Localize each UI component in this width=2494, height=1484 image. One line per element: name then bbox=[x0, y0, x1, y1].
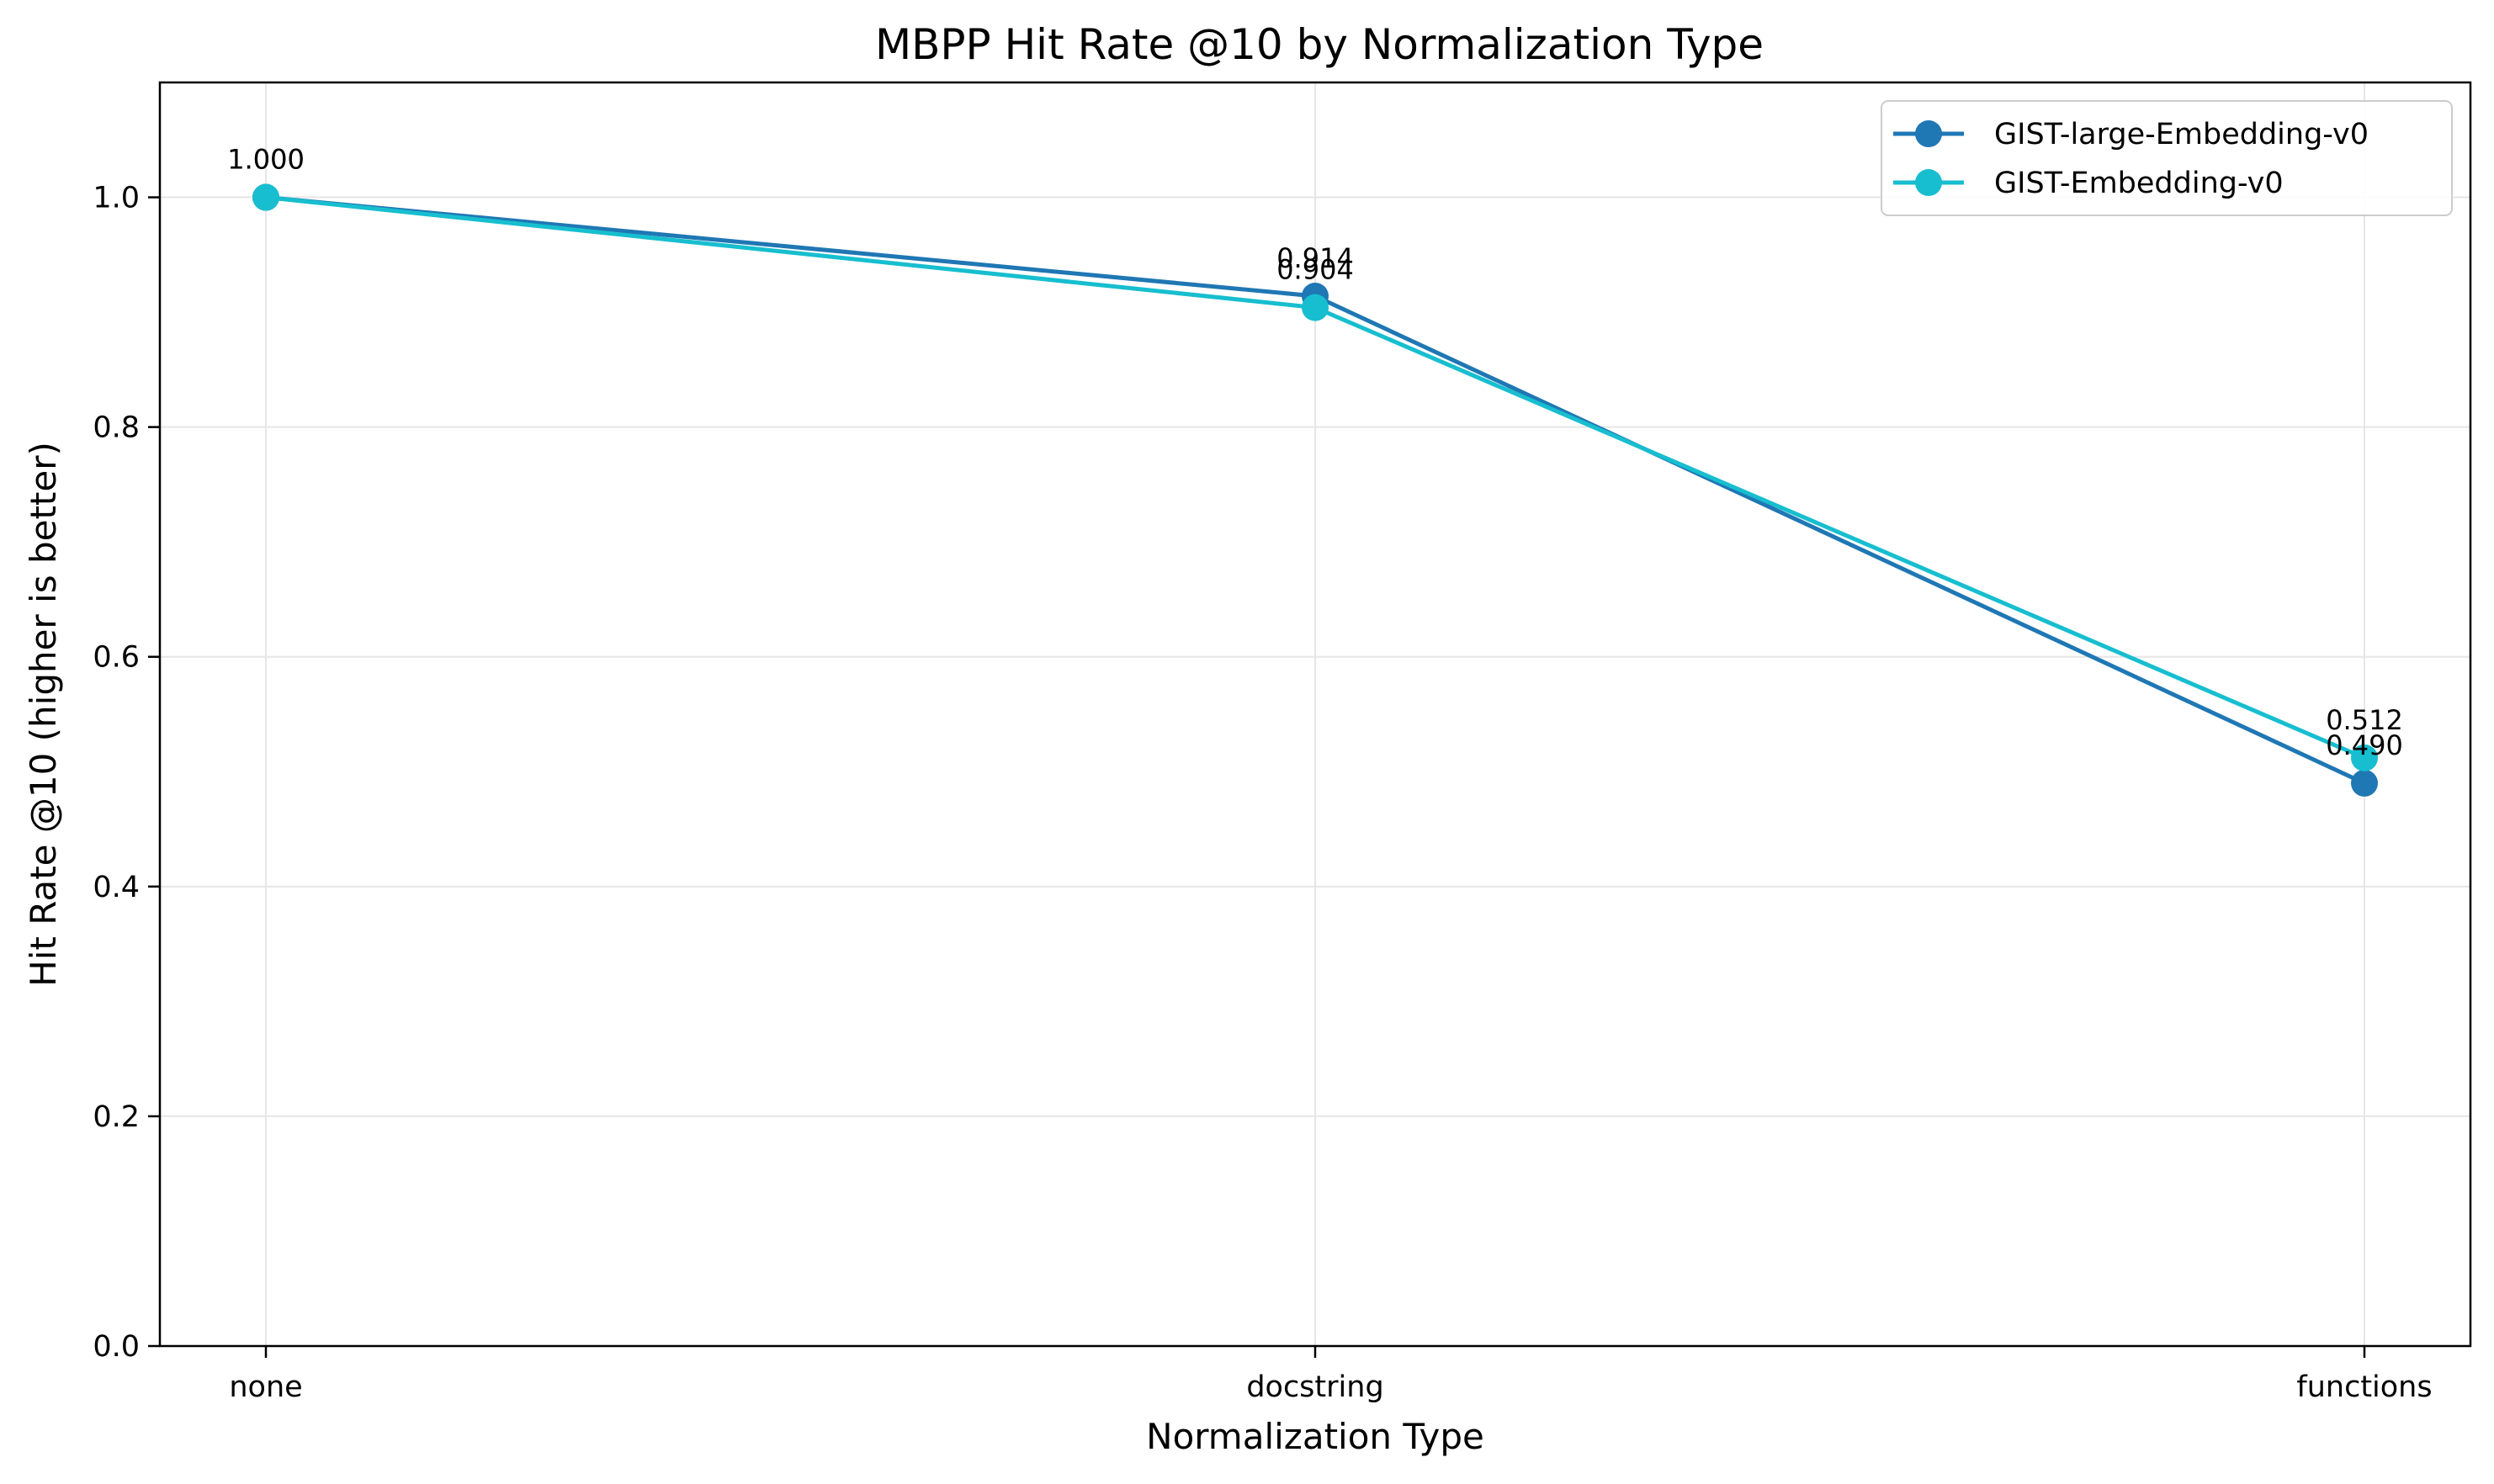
y-tick-label: 1.0 bbox=[93, 182, 140, 215]
y-tick-label: 0.4 bbox=[93, 871, 140, 904]
data-label: 0.490 bbox=[2326, 729, 2403, 761]
y-axis-ticks: 0.0 0.2 0.4 0.6 0.8 1.0 bbox=[93, 182, 160, 1364]
data-label: 1.000 bbox=[227, 144, 305, 176]
data-point bbox=[1302, 294, 1329, 321]
data-point bbox=[2351, 744, 2378, 771]
x-axis-label: Normalization Type bbox=[1146, 1416, 1484, 1457]
data-point bbox=[252, 183, 279, 211]
legend-entry: GIST-Embedding-v0 bbox=[1893, 167, 2284, 200]
legend: GIST-large-Embedding-v0 GIST-Embedding-v… bbox=[1881, 100, 2453, 216]
y-tick-label: 0.0 bbox=[93, 1330, 140, 1364]
legend-label: GIST-large-Embedding-v0 bbox=[1994, 118, 2369, 151]
legend-entry: GIST-large-Embedding-v0 bbox=[1893, 118, 2369, 151]
y-tick-label: 0.2 bbox=[93, 1100, 140, 1134]
y-tick-label: 0.8 bbox=[93, 411, 140, 445]
data-label: 0.914 bbox=[1276, 242, 1354, 274]
data-label: 0.512 bbox=[2326, 704, 2403, 736]
data-point bbox=[2351, 769, 2378, 797]
data-label: 1.000 bbox=[227, 144, 305, 176]
x-tick-label: docstring bbox=[1246, 1370, 1383, 1404]
y-tick-label: 0.6 bbox=[93, 641, 140, 675]
x-axis-ticks: none docstring functions bbox=[229, 1346, 2433, 1404]
legend-box bbox=[1881, 100, 2453, 216]
legend-label: GIST-Embedding-v0 bbox=[1994, 167, 2284, 200]
series-layer bbox=[252, 183, 2378, 797]
legend-marker-swatch bbox=[1915, 120, 1942, 147]
x-tick-label: none bbox=[229, 1370, 302, 1404]
chart-title: MBPP Hit Rate @10 by Normalization Type bbox=[875, 20, 1764, 69]
legend-marker-swatch bbox=[1915, 169, 1942, 196]
x-tick-label: functions bbox=[2296, 1370, 2432, 1404]
data-label: 0.904 bbox=[1276, 254, 1354, 286]
y-axis-label: Hit Rate @10 (higher is better) bbox=[23, 442, 64, 987]
